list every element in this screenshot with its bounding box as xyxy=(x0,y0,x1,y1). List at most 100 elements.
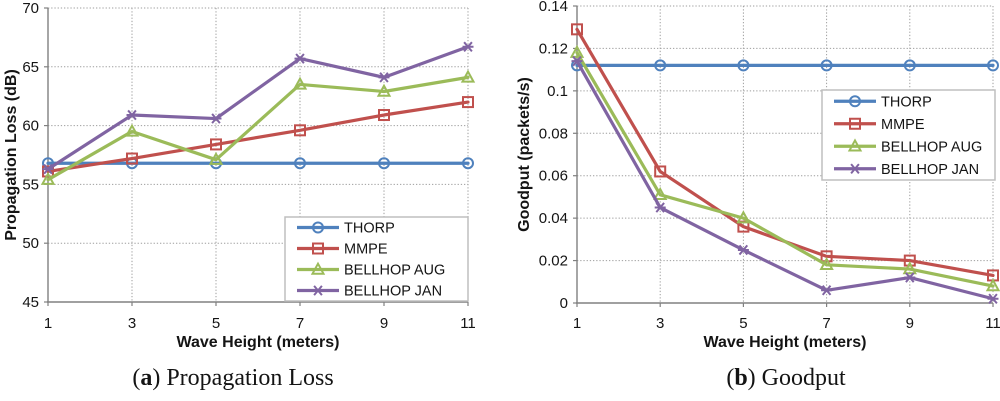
legend-marker-circle-thorp xyxy=(312,221,324,234)
caption-b-letter: b xyxy=(734,365,748,391)
series-marker-square-mmpe xyxy=(820,250,833,263)
series-marker-triangle-bellhop-aug xyxy=(736,210,751,224)
series-marker-asterisk-bellhop-jan xyxy=(737,244,749,256)
panel-b: 0 0.02 0.04 0.06 0.08 0.1 0.12 0.14 1 3 5 7 9 11 THORP… xyxy=(516,0,1000,351)
series-marker-square-mmpe xyxy=(126,152,138,165)
x-tick-label: 11 xyxy=(460,315,476,332)
series-marker-triangle-bellhop-aug xyxy=(208,151,224,165)
series-line-bellhop-aug xyxy=(575,51,995,288)
series-marker-triangle-bellhop-aug xyxy=(124,123,140,137)
legend-a: THORP MMPE BELLHOP AUG BELLHOP JAN xyxy=(284,216,469,302)
x-tick-label: 7 xyxy=(822,315,830,332)
series-marker-square-mmpe xyxy=(42,165,54,178)
legend-label-thorp: THORP xyxy=(344,221,395,237)
x-tick-label: 5 xyxy=(739,315,747,332)
series-line-mmpe xyxy=(46,100,470,174)
legend-label-thorp: THORP xyxy=(881,94,932,110)
y-tick-label: 0.02 xyxy=(539,253,568,270)
series-marker-square-mmpe xyxy=(210,138,222,151)
legend-label-bellhop-jan: BELLHOP JAN xyxy=(881,162,979,178)
series-line-bellhop-jan xyxy=(575,59,995,301)
x-tick-label: 3 xyxy=(656,315,664,332)
legend-marker-triangle-bellhop-aug xyxy=(310,261,326,275)
y-tick-label: 0.12 xyxy=(539,40,568,57)
series-marker-circle-thorp xyxy=(987,59,999,72)
y-axis-title: Propagation Loss (dB) xyxy=(3,69,20,241)
y-tick-label: 60 xyxy=(22,118,39,135)
y-tick-label: 70 xyxy=(22,0,39,17)
y-tick-label: 55 xyxy=(22,176,39,193)
y-tick-label: 50 xyxy=(22,235,39,252)
series-marker-asterisk-bellhop-jan xyxy=(904,272,916,283)
caption-b-text: ) Goodput xyxy=(747,365,846,391)
legend-marker-asterisk-bellhop-jan xyxy=(312,285,324,296)
series-marker-triangle-bellhop-aug xyxy=(460,69,476,83)
legend-label-bellhop-aug: BELLHOP AUG xyxy=(344,263,445,279)
series-marker-square-mmpe xyxy=(571,23,583,36)
caption-b: (b) Goodput xyxy=(726,365,845,392)
series-marker-asterisk-bellhop-jan xyxy=(571,55,583,67)
series-line-bellhop-jan xyxy=(46,45,470,171)
series-marker-asterisk-bellhop-jan xyxy=(987,293,999,305)
x-tick-label: 5 xyxy=(212,315,220,332)
legend-marker-asterisk-bellhop-jan xyxy=(849,163,861,174)
x-tick-label: 1 xyxy=(44,315,52,332)
y-tick-label: 0.08 xyxy=(539,125,568,142)
series-marker-circle-thorp xyxy=(378,157,390,170)
series-marker-triangle-bellhop-aug xyxy=(902,261,917,275)
panel-a: 45 50 55 60 65 70 1 3 5 7 9 11 THORP MMPE BELLHOP AUG B… xyxy=(3,0,476,351)
x-tick-label: 9 xyxy=(906,315,914,332)
series-marker-square-mmpe xyxy=(462,96,474,109)
legend-label-mmpe: MMPE xyxy=(881,117,925,133)
legend-label-mmpe: MMPE xyxy=(344,242,388,258)
series-marker-square-mmpe xyxy=(378,109,390,122)
series-marker-triangle-bellhop-aug xyxy=(985,278,1000,292)
series-marker-asterisk-bellhop-jan xyxy=(378,72,390,83)
legend-marker-triangle-bellhop-aug xyxy=(847,138,863,152)
x-tick-label: 11 xyxy=(985,315,1000,332)
series-marker-asterisk-bellhop-jan xyxy=(462,41,474,53)
legend-marker-square-mmpe xyxy=(849,117,861,130)
series-marker-triangle-bellhop-aug xyxy=(376,83,392,97)
series-marker-triangle-bellhop-aug xyxy=(819,256,834,271)
series-line-bellhop-aug xyxy=(46,75,470,182)
series-marker-asterisk-bellhop-jan xyxy=(654,202,666,213)
y-tick-label: 0.06 xyxy=(539,168,568,185)
x-tick-label: 7 xyxy=(296,315,304,332)
caption-a-letter: a xyxy=(140,365,153,391)
series-marker-asterisk-bellhop-jan xyxy=(294,53,306,64)
series-marker-square-mmpe xyxy=(903,254,916,267)
series-marker-triangle-bellhop-aug xyxy=(292,76,308,90)
series-marker-triangle-bellhop-aug xyxy=(653,186,668,201)
series-marker-asterisk-bellhop-jan xyxy=(210,113,222,124)
x-axis-title: Wave Height (meters) xyxy=(704,334,867,351)
series-marker-circle-thorp xyxy=(903,59,916,72)
series-marker-circle-thorp xyxy=(737,59,750,72)
legend-marker-square-mmpe xyxy=(312,242,324,255)
y-tick-label: 0.1 xyxy=(547,83,568,100)
caption-a-prefix: ( xyxy=(132,365,141,391)
legend-b: THORP MMPE BELLHOP AUG BELLHOP JAN xyxy=(821,89,996,181)
series-marker-square-mmpe xyxy=(654,165,667,178)
series-marker-square-mmpe xyxy=(294,124,306,137)
legend-label-bellhop-aug: BELLHOP AUG xyxy=(881,139,982,155)
caption-b-prefix: ( xyxy=(726,365,735,391)
x-axis-title: Wave Height (meters) xyxy=(177,334,340,351)
caption-a-text: ) Propagation Loss xyxy=(152,365,334,391)
series-marker-asterisk-bellhop-jan xyxy=(126,109,138,121)
series-marker-circle-thorp xyxy=(820,59,833,72)
series-marker-triangle-bellhop-aug xyxy=(569,44,585,58)
series-marker-circle-thorp xyxy=(294,157,306,170)
y-tick-label: 0 xyxy=(560,295,568,312)
y-tick-label: 65 xyxy=(22,59,39,76)
y-tick-label: 45 xyxy=(22,294,39,311)
series-marker-circle-thorp xyxy=(462,157,474,170)
legend-label-bellhop-jan: BELLHOP JAN xyxy=(344,284,442,300)
series-marker-asterisk-bellhop-jan xyxy=(42,163,54,175)
y-axis-title: Goodput (packets/s) xyxy=(516,77,533,232)
x-tick-label: 3 xyxy=(128,315,136,332)
y-tick-label: 0.04 xyxy=(539,210,568,227)
y-tick-label: 0.14 xyxy=(539,0,568,15)
